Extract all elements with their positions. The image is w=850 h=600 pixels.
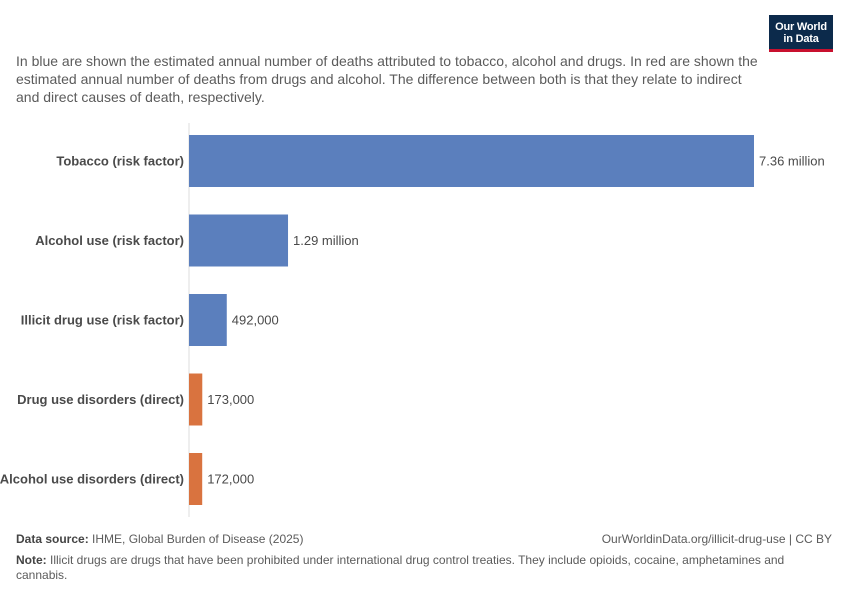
note-text: Illicit drugs are drugs that have been p… [16, 553, 785, 582]
value-label-tobacco-risk-factor: 7.36 million [759, 154, 825, 169]
bar-tobacco-risk-factor[interactable] [189, 135, 754, 187]
source-url-link[interactable]: OurWorldinData.org/illicit-drug-use | CC… [601, 532, 832, 546]
logo-line-1: Our World [775, 21, 827, 33]
bar-alcohol-use-risk-factor[interactable] [189, 214, 289, 267]
data-source: Data source: IHME, Global Burden of Dise… [16, 532, 303, 546]
value-label-alcohol-use-disorders-direct: 172,000 [207, 472, 254, 487]
value-label-drug-use-disorders-direct: 173,000 [207, 392, 254, 407]
value-label-alcohol-use-risk-factor: 1.29 million [293, 233, 359, 248]
logo-line-2: in Data [783, 33, 819, 45]
category-label-drug-use-disorders-direct: Drug use disorders (direct) [17, 392, 184, 407]
category-label-tobacco-risk-factor: Tobacco (risk factor) [56, 154, 184, 169]
owid-logo[interactable]: Our World in Data [769, 15, 833, 52]
data-source-text: IHME, Global Burden of Disease (2025) [88, 532, 304, 546]
bar-drug-use-disorders-direct[interactable] [189, 373, 203, 426]
category-label-alcohol-use-disorders-direct: Alcohol use disorders (direct) [0, 472, 184, 487]
category-label-illicit-drug-use-risk-factor: Illicit drug use (risk factor) [21, 313, 184, 328]
bar-alcohol-use-disorders-direct[interactable] [189, 453, 203, 505]
category-label-alcohol-use-risk-factor: Alcohol use (risk factor) [35, 233, 184, 248]
chart-note: Note: Illicit drugs are drugs that have … [16, 553, 831, 583]
bar-illicit-drug-use-risk-factor[interactable] [189, 294, 227, 346]
data-source-label: Data source: [16, 532, 89, 546]
note-label: Note: [16, 553, 47, 567]
value-label-illicit-drug-use-risk-factor: 492,000 [232, 313, 279, 328]
chart-subtitle: In blue are shown the estimated annual n… [16, 53, 758, 105]
